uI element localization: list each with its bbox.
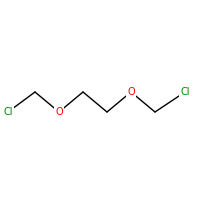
- Text: Cl: Cl: [180, 87, 190, 97]
- Text: O: O: [55, 107, 63, 117]
- Text: O: O: [127, 87, 135, 97]
- Text: Cl: Cl: [3, 107, 13, 117]
